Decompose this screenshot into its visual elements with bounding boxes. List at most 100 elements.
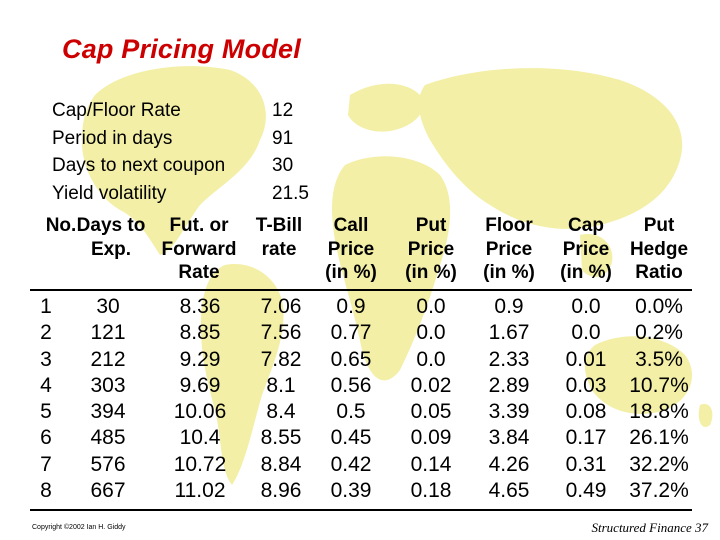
header-no: No. bbox=[26, 214, 96, 238]
table-cell: 576 bbox=[90, 452, 126, 476]
table-cell: 3.5% bbox=[635, 347, 683, 371]
param-row: Cap/Floor Rate 12 bbox=[52, 97, 332, 125]
table-cell: 0.08 bbox=[565, 400, 607, 424]
header-line: Put bbox=[415, 215, 447, 236]
table-cell: 121 bbox=[90, 321, 126, 345]
param-value: 21.5 bbox=[272, 182, 309, 204]
table-cell: 1 bbox=[40, 295, 52, 318]
table-cell: 485 bbox=[90, 426, 126, 450]
header-line: (in %) bbox=[325, 262, 377, 283]
param-label: Days to next coupon bbox=[52, 155, 226, 176]
table-cell: 4.65 bbox=[488, 479, 530, 503]
header-put-hedge-ratio: Put Hedge Ratio bbox=[622, 214, 696, 285]
header-line: Forward bbox=[161, 238, 237, 260]
table-cell: 10.72 bbox=[173, 452, 227, 476]
table-cell: 10.4 bbox=[179, 426, 221, 450]
table-cell: 0.39 bbox=[330, 479, 372, 503]
footer-text: Structured Finance 37 bbox=[591, 520, 709, 535]
table-cell: 8.1 bbox=[266, 373, 296, 397]
table-cell: 0.42 bbox=[330, 452, 372, 476]
param-row: Days to next coupon 30 bbox=[52, 152, 332, 180]
table-cell: 0.09 bbox=[410, 426, 452, 450]
header-line: Price bbox=[407, 238, 455, 260]
table-cell: 0.9 bbox=[494, 295, 524, 318]
table-cell: 11.02 bbox=[174, 479, 226, 503]
header-floor-price: Floor Price (in %) bbox=[472, 214, 546, 285]
table-cell: 0.0 bbox=[416, 295, 446, 318]
column-fwd-rate: 8.36 8.85 9.29 9.69 10.06 10.4 10.72 11.… bbox=[162, 294, 238, 504]
header-line: T-Bill bbox=[255, 215, 303, 236]
table-cell: 0.5 bbox=[336, 400, 366, 424]
table-cell: 2.89 bbox=[488, 373, 530, 397]
header-line: (in %) bbox=[483, 262, 535, 283]
header-put-price: Put Price (in %) bbox=[394, 214, 468, 285]
table-cell: 10.7% bbox=[629, 373, 689, 397]
table-cell: 8.84 bbox=[260, 452, 302, 476]
table-cell: 8.85 bbox=[179, 321, 221, 345]
table-cell: 6 bbox=[40, 426, 52, 450]
table-cell: 667 bbox=[90, 479, 126, 503]
param-row: Yield volatility 21.5 bbox=[52, 180, 332, 208]
table-cell: 0.03 bbox=[565, 373, 607, 397]
table-cell: 0.0 bbox=[416, 347, 446, 371]
header-line: (in %) bbox=[405, 262, 457, 283]
table-cell: 2.33 bbox=[488, 347, 530, 371]
table-cell: 18.8% bbox=[629, 400, 689, 424]
header-line: Call bbox=[333, 215, 369, 236]
header-line: Days to bbox=[76, 215, 146, 236]
table-cell: 3 bbox=[40, 347, 52, 371]
param-label: Cap/Floor Rate bbox=[52, 100, 181, 121]
header-line: (in %) bbox=[560, 262, 612, 283]
header-line: Cap bbox=[568, 215, 604, 236]
table-bottom-rule bbox=[30, 509, 692, 511]
param-row: Period in days 91 bbox=[52, 125, 332, 153]
param-value: 91 bbox=[272, 127, 294, 149]
header-call-price: Call Price (in %) bbox=[314, 214, 388, 285]
header-line: Price bbox=[562, 238, 610, 260]
table-cell: 7.06 bbox=[260, 295, 302, 318]
table-cell: 0.05 bbox=[410, 400, 452, 424]
header-tbill: T-Bill rate bbox=[246, 214, 312, 261]
table-cell: 0.2% bbox=[635, 321, 683, 345]
table-cell: 8 bbox=[40, 479, 52, 503]
column-call-price: 0.9 0.77 0.65 0.56 0.5 0.45 0.42 0.39 bbox=[318, 294, 384, 504]
table-cell: 8.4 bbox=[266, 400, 296, 424]
table-cell: 1.67 bbox=[488, 321, 530, 345]
copyright-notice: Copyright ©2002 Ian H. Giddy bbox=[32, 524, 126, 531]
table-cell: 32.2% bbox=[629, 452, 689, 476]
table-cell: 0.49 bbox=[565, 479, 607, 503]
table-cell: 9.29 bbox=[179, 347, 221, 371]
column-tbill: 7.06 7.56 7.82 8.1 8.4 8.55 8.84 8.96 bbox=[248, 294, 314, 504]
table-cell: 0.0 bbox=[571, 295, 601, 318]
header-line: Hedge bbox=[629, 238, 689, 260]
table-cell: 8.36 bbox=[179, 295, 221, 318]
table-cell: 10.06 bbox=[173, 400, 227, 424]
table-cell: 0.65 bbox=[330, 347, 372, 371]
table-cell: 7.82 bbox=[260, 347, 302, 371]
header-line: Exp. bbox=[90, 238, 132, 260]
column-no: 1 2 3 4 5 6 7 8 bbox=[26, 294, 66, 504]
table-cell: 8.96 bbox=[260, 479, 302, 503]
table-cell: 2 bbox=[40, 321, 52, 345]
table-cell: 7.56 bbox=[260, 321, 302, 345]
table-cell: 0.02 bbox=[410, 373, 452, 397]
table-cell: 37.2% bbox=[629, 479, 689, 503]
table-cell: 0.01 bbox=[565, 347, 607, 371]
table-cell: 26.1% bbox=[629, 426, 689, 450]
table-cell: 0.17 bbox=[565, 426, 607, 450]
table-cell: 394 bbox=[90, 400, 126, 424]
page-title: Cap Pricing Model bbox=[62, 34, 301, 64]
table-cell: 212 bbox=[90, 347, 126, 371]
column-cap-price: 0.0 0.0 0.01 0.03 0.08 0.17 0.31 0.49 bbox=[551, 294, 621, 504]
parameter-list: Cap/Floor Rate 12 Period in days 91 Days… bbox=[52, 97, 332, 207]
header-line: Put bbox=[643, 215, 675, 236]
table-cell: 0.0% bbox=[635, 295, 683, 318]
column-days: 30 121 212 303 394 485 576 667 bbox=[78, 294, 138, 504]
param-value: 30 bbox=[272, 155, 294, 176]
table-cell: 3.39 bbox=[488, 400, 530, 424]
table-cell: 0.9 bbox=[336, 295, 366, 318]
table-cell: 30 bbox=[96, 295, 120, 318]
param-label: Yield volatility bbox=[52, 182, 167, 204]
header-line: rate bbox=[261, 238, 297, 260]
